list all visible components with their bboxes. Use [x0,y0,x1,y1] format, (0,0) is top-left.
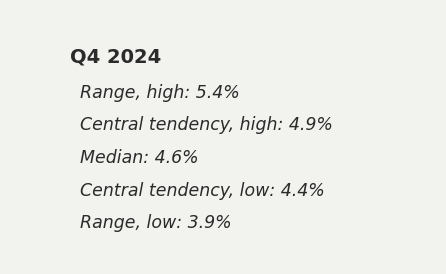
Text: Range, low: 3.9%: Range, low: 3.9% [80,214,231,232]
Text: Median: 4.6%: Median: 4.6% [80,149,198,167]
Text: Range, high: 5.4%: Range, high: 5.4% [80,84,240,101]
Text: Central tendency, low: 4.4%: Central tendency, low: 4.4% [80,182,325,200]
Text: Q4 2024: Q4 2024 [70,48,161,67]
Text: Central tendency, high: 4.9%: Central tendency, high: 4.9% [80,116,333,134]
